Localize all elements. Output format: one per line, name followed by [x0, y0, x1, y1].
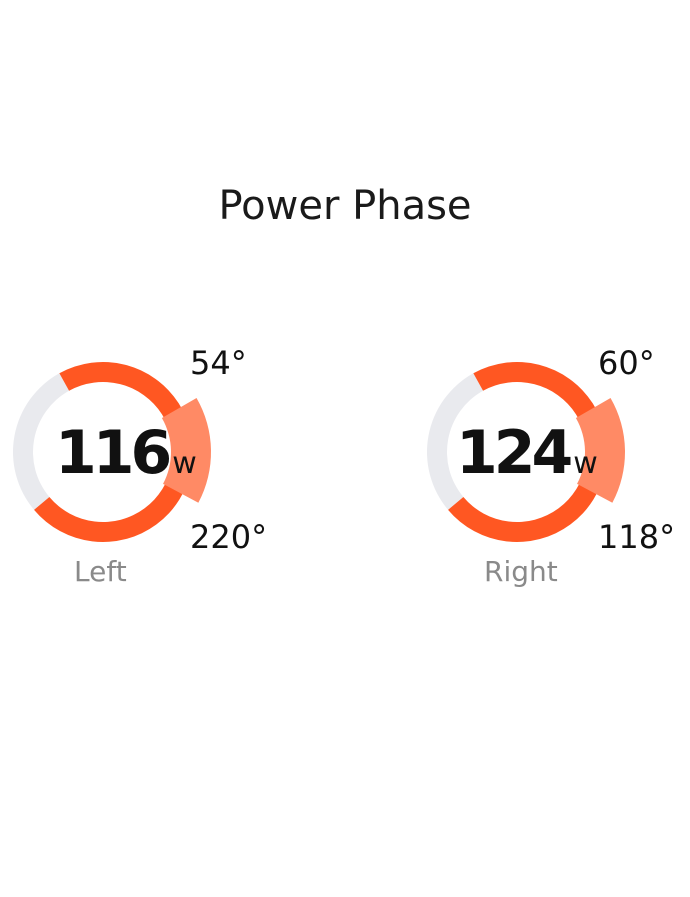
track-arc	[427, 373, 484, 510]
left-power-number: 116	[55, 418, 172, 488]
left-gauge: 116 w 54° 220° Left	[0, 340, 280, 600]
right-power-number: 124	[456, 418, 573, 488]
left-power-value: 116 w	[55, 418, 197, 488]
peak-phase-sector	[575, 398, 625, 503]
phase-arc	[448, 362, 607, 542]
right-label: Right	[484, 555, 558, 588]
right-gauge-ring	[427, 362, 625, 542]
phase-arc	[34, 362, 193, 542]
left-power-unit: w	[172, 446, 197, 481]
page-title: Power Phase	[218, 183, 472, 229]
left-gauge-ring	[12, 362, 211, 542]
left-label: Left	[74, 555, 127, 588]
left-phase-end: 220°	[190, 518, 268, 556]
right-phase-start: 60°	[598, 344, 655, 382]
right-power-unit: w	[573, 446, 598, 481]
peak-phase-sector	[161, 398, 211, 503]
right-gauge: 124 w 60° 118° Right	[414, 340, 690, 600]
left-phase-start: 54°	[190, 344, 247, 382]
right-phase-end: 118°	[598, 518, 676, 556]
right-power-value: 124 w	[456, 418, 598, 488]
track-arc	[12, 373, 70, 510]
